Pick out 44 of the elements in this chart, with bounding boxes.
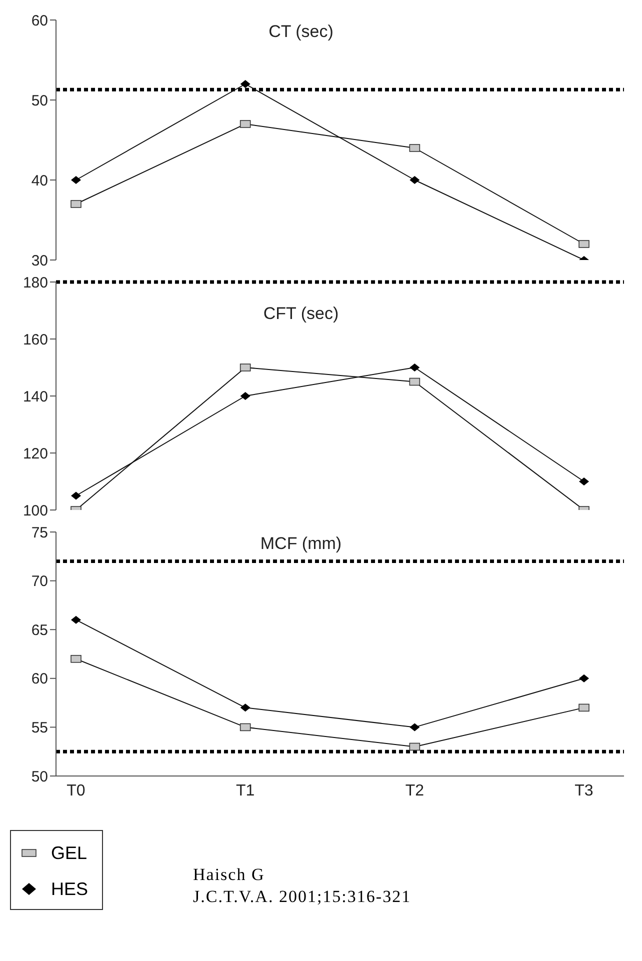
x-tick-label: T0 — [66, 782, 86, 800]
y-tick-label: 60 — [31, 12, 48, 30]
x-tick-label: T1 — [236, 782, 255, 800]
y-tick-label: 40 — [31, 172, 48, 190]
x-tick-label: T2 — [405, 782, 424, 800]
text: J.C.T.V.A. 2001;15:316-321 — [193, 886, 412, 908]
y-tick-label: 30 — [31, 252, 48, 270]
point — [71, 492, 81, 500]
y-tick-label: 70 — [31, 573, 48, 590]
chart-title: MCF (mm) — [260, 534, 342, 553]
chart-title: CT (sec) — [268, 22, 334, 41]
y-tick-label: 50 — [31, 768, 48, 786]
point — [240, 704, 250, 712]
text: Haisch G — [193, 864, 266, 886]
y-tick-label: 160 — [22, 331, 48, 348]
point — [240, 392, 250, 400]
point — [240, 723, 251, 732]
legend-label: HES — [51, 878, 88, 900]
y-tick-label: 120 — [22, 445, 48, 462]
point — [578, 240, 590, 248]
x-tick-label: T3 — [574, 782, 594, 800]
point — [240, 80, 250, 88]
y-tick-label: 75 — [31, 524, 48, 542]
y-tick-label: 100 — [22, 502, 48, 520]
legend-label: GEL — [51, 842, 88, 864]
point — [71, 616, 81, 624]
text: CFT (sec) — [262, 304, 340, 324]
point — [579, 478, 589, 486]
y-tick-label: 55 — [31, 720, 48, 737]
point — [409, 742, 420, 751]
point — [70, 200, 82, 208]
point — [71, 176, 81, 184]
y-tick-label: 60 — [31, 670, 48, 688]
point — [409, 378, 420, 386]
point — [410, 176, 420, 184]
point — [70, 654, 82, 663]
point — [578, 704, 590, 712]
point — [410, 723, 420, 732]
y-tick-label: 65 — [31, 622, 48, 639]
y-tick-label: 140 — [22, 388, 48, 406]
y-tick-label: 50 — [31, 92, 48, 110]
y-tick-label: 180 — [22, 274, 48, 292]
point — [579, 674, 589, 682]
point — [410, 364, 420, 372]
